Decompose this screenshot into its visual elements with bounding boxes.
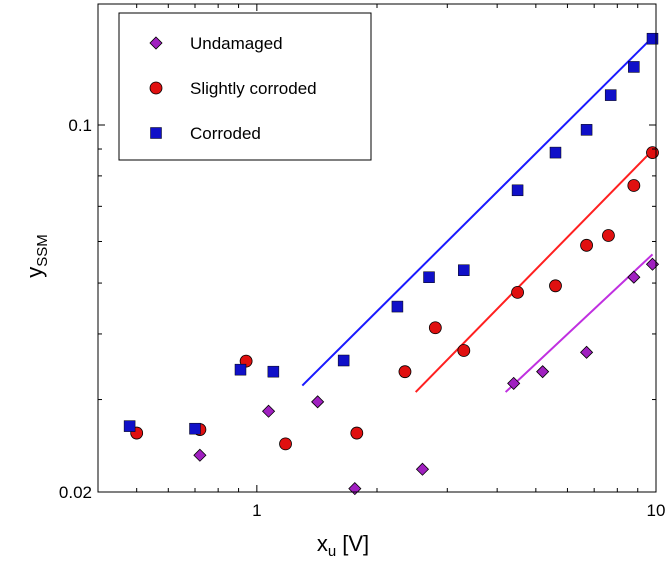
- data-point-corroded: [646, 32, 659, 45]
- data-point-corroded: [234, 363, 247, 376]
- data-point-corroded: [580, 124, 593, 136]
- legend-marker-slightly-corroded: [149, 81, 163, 95]
- fit-line-corroded: [301, 34, 655, 387]
- data-point-corroded: [549, 146, 562, 159]
- y-axis-label-main: y: [22, 267, 47, 278]
- data-point-undamaged: [415, 462, 430, 476]
- data-point-undamaged: [536, 365, 550, 379]
- legend-label-corroded: Corroded: [190, 124, 261, 143]
- y-axis-label-sub: SSM: [34, 234, 51, 267]
- x-axis-label-unit: [V]: [336, 531, 369, 556]
- data-point-slightly-corroded: [279, 437, 292, 451]
- data-point-corroded: [511, 184, 524, 197]
- data-point-undamaged: [262, 404, 276, 418]
- y-tick-label: 0.02: [59, 483, 92, 502]
- y-axis-label: ySSM: [22, 234, 51, 278]
- x-axis-label: xu [V]: [317, 531, 369, 560]
- data-point-slightly-corroded: [398, 365, 412, 379]
- data-point-corroded: [267, 365, 280, 378]
- data-point-corroded: [423, 271, 435, 283]
- data-point-corroded: [391, 300, 404, 313]
- data-point-undamaged: [193, 448, 207, 462]
- x-tick-label: 10: [647, 501, 666, 520]
- data-point-slightly-corroded: [627, 179, 641, 192]
- data-point-slightly-corroded: [457, 344, 471, 357]
- data-point-slightly-corroded: [511, 285, 524, 299]
- data-point-undamaged: [627, 270, 641, 284]
- data-point-slightly-corroded: [350, 426, 364, 440]
- y-tick-label: 0.1: [68, 116, 92, 135]
- legend-label-slightly-corroded: Slightly corroded: [190, 79, 317, 98]
- data-point-slightly-corroded: [602, 229, 615, 242]
- data-point-corroded: [458, 264, 470, 276]
- data-point-slightly-corroded: [549, 279, 562, 293]
- data-point-corroded: [337, 354, 350, 367]
- data-point-corroded: [604, 89, 617, 101]
- data-point-slightly-corroded: [428, 321, 442, 335]
- data-point-undamaged: [580, 345, 594, 359]
- axes: 1 10 0.02 0.1: [59, 3, 666, 520]
- data-point-slightly-corroded: [580, 238, 593, 252]
- x-axis-label-sub: u: [328, 543, 336, 560]
- x-tick-label: 1: [252, 501, 261, 520]
- x-axis-label-main: x: [317, 531, 328, 556]
- data-point-corroded: [628, 61, 640, 73]
- data-point-undamaged: [507, 376, 521, 390]
- fit-line-slightly-corroded: [414, 147, 655, 393]
- data-point-undamaged: [311, 395, 325, 409]
- data-point-corroded: [189, 422, 201, 435]
- data-point-corroded: [123, 420, 136, 432]
- legend-marker-corroded: [150, 127, 162, 139]
- legend-marker-undamaged: [149, 36, 163, 50]
- legend-label-undamaged: Undamaged: [190, 34, 283, 53]
- legend: Undamaged Slightly corroded Corroded: [118, 12, 372, 161]
- data-point-slightly-corroded: [646, 146, 659, 159]
